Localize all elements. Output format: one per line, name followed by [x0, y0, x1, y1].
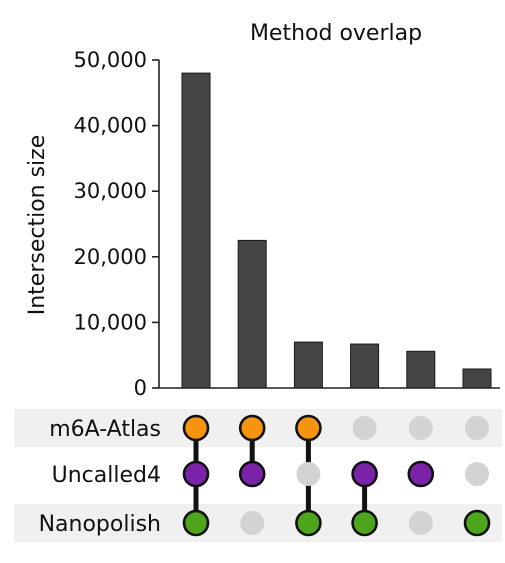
- intersection-bar: [293, 341, 323, 389]
- set-label: m6A-Atlas: [49, 417, 161, 442]
- intersection-bar: [237, 239, 267, 389]
- y-tick-label: 40,000: [74, 114, 147, 138]
- membership-dot-active: [351, 460, 378, 488]
- membership-dot-active: [238, 460, 266, 488]
- membership-dot-active: [182, 414, 210, 442]
- y-tick-label: 30,000: [74, 179, 147, 203]
- membership-dot-active: [295, 509, 322, 537]
- y-tick-label: 50,000: [74, 48, 147, 72]
- intersection-bar: [462, 368, 492, 389]
- membership-matrix: [182, 414, 491, 537]
- membership-dot-inactive: [296, 462, 321, 486]
- membership-dot-active: [182, 460, 210, 488]
- y-tick-label: 10,000: [74, 310, 147, 334]
- y-tick-label: 20,000: [74, 245, 147, 269]
- membership-dot-active: [182, 509, 210, 537]
- membership-dot-inactive: [465, 416, 489, 440]
- membership-dot-active: [295, 414, 322, 442]
- membership-dot-active: [463, 509, 491, 537]
- intersection-bar: [406, 350, 436, 389]
- membership-dot-inactive: [408, 511, 433, 535]
- intersection-bars: [181, 72, 492, 389]
- membership-dot-active: [351, 509, 378, 537]
- intersection-bar: [350, 343, 380, 389]
- intersection-bar: [181, 72, 211, 389]
- y-tick-label: 0: [134, 376, 147, 400]
- y-axis: 0 10,000 20,000 30,000 40,000 50,000: [74, 48, 500, 400]
- membership-dot-inactive: [352, 416, 377, 440]
- y-axis-label: Intersection size: [25, 135, 50, 316]
- chart-title: Method overlap: [250, 21, 422, 46]
- membership-dot-active: [407, 460, 435, 488]
- set-label: Uncalled4: [52, 463, 161, 488]
- membership-dot-inactive: [465, 462, 489, 486]
- set-label: Nanopolish: [39, 512, 161, 537]
- membership-dot-inactive: [240, 511, 265, 535]
- membership-dot-active: [238, 414, 266, 442]
- membership-dot-inactive: [408, 416, 433, 440]
- set-labels: m6A-Atlas Uncalled4 Nanopolish: [39, 417, 161, 537]
